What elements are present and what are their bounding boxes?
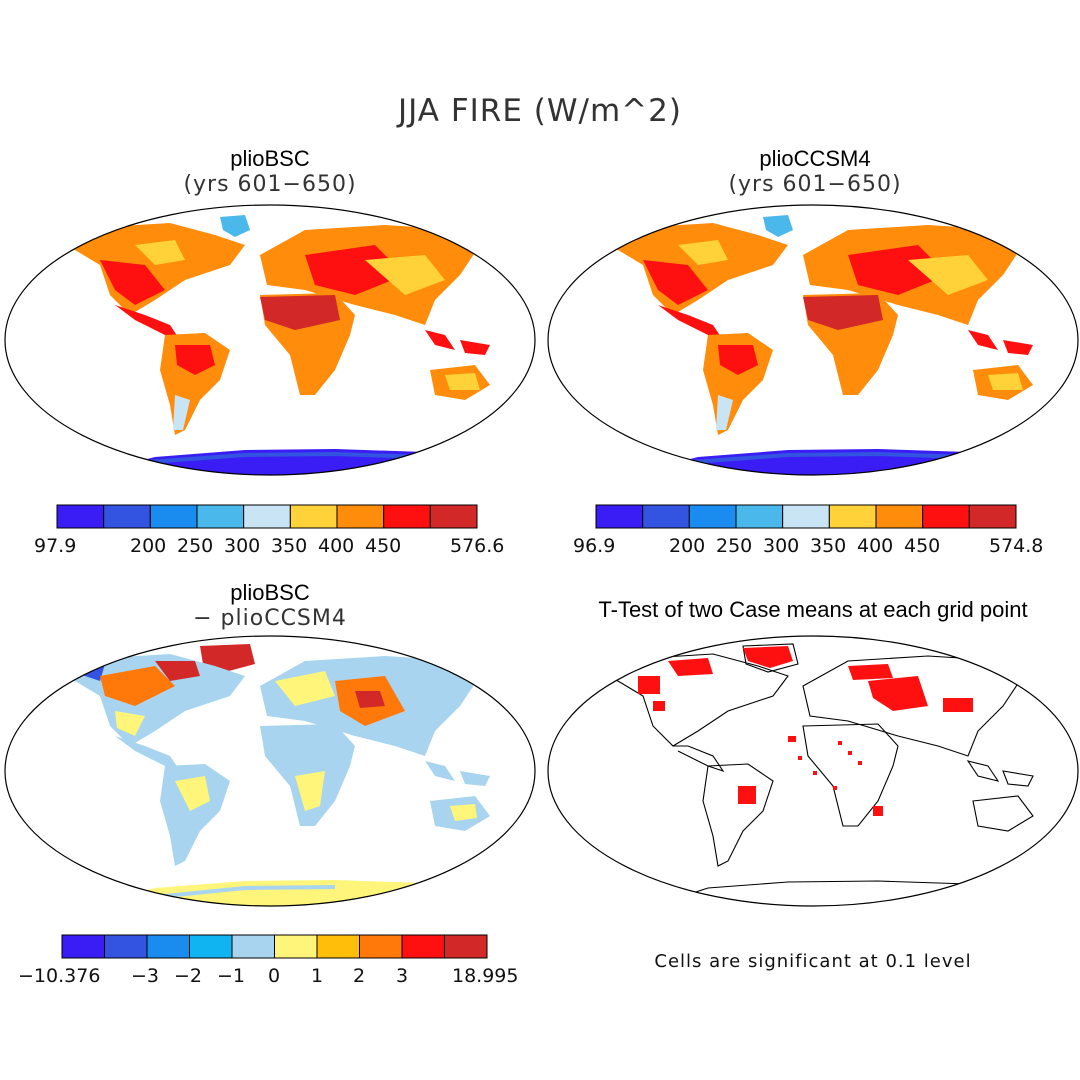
panel3-tick-3: −1 bbox=[217, 965, 246, 987]
panel3-tick-0: −10.376 bbox=[18, 965, 101, 987]
panel1-colorbar-swatch-4 bbox=[243, 504, 291, 529]
north-america-outline bbox=[601, 653, 789, 747]
north-america-region bbox=[60, 223, 245, 315]
central-america-region bbox=[115, 736, 180, 771]
australia-outline bbox=[972, 795, 1034, 832]
panel1-colorbar-swatch-8 bbox=[429, 504, 478, 529]
africa-outline bbox=[802, 723, 899, 827]
panel2-colorbar-swatch-7 bbox=[922, 504, 970, 529]
panel1-colorbar-swatch-2 bbox=[149, 504, 198, 529]
panel3-colorbar-swatch-4 bbox=[231, 934, 275, 959]
panel1-map bbox=[4, 204, 536, 476]
panel2-tick-5: 400 bbox=[857, 535, 894, 557]
greenland-region bbox=[200, 644, 255, 672]
panel1-tick-2: 250 bbox=[177, 535, 214, 557]
greenland-region bbox=[220, 215, 250, 237]
panel3-tick-2: −2 bbox=[174, 965, 203, 987]
greenland-outline bbox=[742, 643, 799, 673]
panel3-colorbar-swatch-0 bbox=[61, 934, 105, 959]
panel2-tick-2: 250 bbox=[716, 535, 753, 557]
panel1-colorbar-swatch-1 bbox=[103, 504, 151, 529]
panel3-colorbar-swatch-2 bbox=[146, 934, 190, 959]
panel2-colorbar-swatch-8 bbox=[968, 504, 1017, 529]
panel2-map bbox=[547, 204, 1079, 476]
panel3-colorbar-swatch-5 bbox=[274, 934, 318, 959]
eurasia-outline bbox=[802, 655, 1024, 757]
central-america-outline bbox=[673, 745, 725, 773]
panel2-colorbar bbox=[595, 504, 1017, 529]
panel3-colorbar-swatch-3 bbox=[189, 934, 233, 959]
panel3-colorbar-swatch-7 bbox=[359, 934, 403, 959]
north-america-region bbox=[603, 223, 788, 315]
panel2-tick-0: 96.9 bbox=[573, 535, 616, 557]
significant-cells bbox=[638, 646, 973, 816]
panel3-tick-6: 2 bbox=[353, 965, 366, 987]
panel2-colorbar-swatch-0 bbox=[595, 504, 644, 529]
panel3-tick-4: 0 bbox=[268, 965, 281, 987]
panel1-colorbar bbox=[56, 504, 478, 529]
panel3-tick-1: −3 bbox=[131, 965, 160, 987]
panel3-tick-5: 1 bbox=[311, 965, 324, 987]
panel1-tick-7: 576.6 bbox=[450, 535, 505, 557]
panel1-title: plioBSC bbox=[230, 146, 310, 171]
panel3-colorbar-swatch-8 bbox=[401, 934, 445, 959]
panel2-title: plioCCSM4 bbox=[759, 146, 871, 171]
panel2-tick-1: 200 bbox=[669, 535, 706, 557]
panel1-subtitle: (yrs 601−650) bbox=[183, 172, 357, 197]
panel1-tick-1: 200 bbox=[130, 535, 167, 557]
panel3-colorbar bbox=[61, 934, 488, 959]
panel2-colorbar-swatch-5 bbox=[828, 504, 877, 529]
panel2-tick-7: 574.8 bbox=[989, 535, 1044, 557]
panel3-colorbar-swatch-9 bbox=[444, 934, 488, 959]
panel2-tick-3: 300 bbox=[763, 535, 800, 557]
panel1-colorbar-swatch-5 bbox=[289, 504, 338, 529]
central-america-region bbox=[115, 305, 180, 340]
panel2-subtitle: (yrs 601−650) bbox=[728, 172, 902, 197]
panel3-colorbar-swatch-6 bbox=[316, 934, 360, 959]
panel2-colorbar-swatch-6 bbox=[875, 504, 924, 529]
panel3-map bbox=[4, 635, 536, 907]
panel4-map bbox=[547, 635, 1079, 907]
central-america-region bbox=[658, 305, 723, 340]
panel4-title: T-Test of two Case means at each grid po… bbox=[598, 597, 1028, 622]
panel1-colorbar-swatch-7 bbox=[383, 504, 431, 529]
panel3-tick-8: 18.995 bbox=[452, 965, 519, 987]
panel1-colorbar-swatch-3 bbox=[196, 504, 245, 529]
figure-title: JJA FIRE (W/m^2) bbox=[398, 93, 682, 129]
south-america-region bbox=[160, 764, 230, 866]
panel2-tick-4: 350 bbox=[810, 535, 847, 557]
panel1-tick-3: 300 bbox=[224, 535, 261, 557]
panel3-tick-7: 3 bbox=[396, 965, 409, 987]
panel2-tick-6: 450 bbox=[904, 535, 941, 557]
panel1-tick-4: 350 bbox=[271, 535, 308, 557]
panel1-colorbar-swatch-6 bbox=[336, 504, 385, 529]
panel2-colorbar-swatch-4 bbox=[782, 504, 830, 529]
panel2-colorbar-swatch-3 bbox=[735, 504, 784, 529]
panel1-tick-5: 400 bbox=[318, 535, 355, 557]
south-america-outline bbox=[702, 763, 774, 867]
panel2-colorbar-swatch-1 bbox=[642, 504, 690, 529]
panel3-colorbar-swatch-1 bbox=[104, 934, 148, 959]
significance-note: Cells are significant at 0.1 level bbox=[654, 951, 972, 972]
greenland-region bbox=[763, 215, 793, 237]
panel1-tick-6: 450 bbox=[365, 535, 402, 557]
panel1-tick-0: 97.9 bbox=[34, 535, 77, 557]
panel2-colorbar-swatch-2 bbox=[688, 504, 737, 529]
panel3-title: plioBSC bbox=[230, 580, 310, 605]
panel1-colorbar-swatch-0 bbox=[56, 504, 105, 529]
panel3-subtitle: − plioCCSM4 bbox=[193, 606, 347, 631]
